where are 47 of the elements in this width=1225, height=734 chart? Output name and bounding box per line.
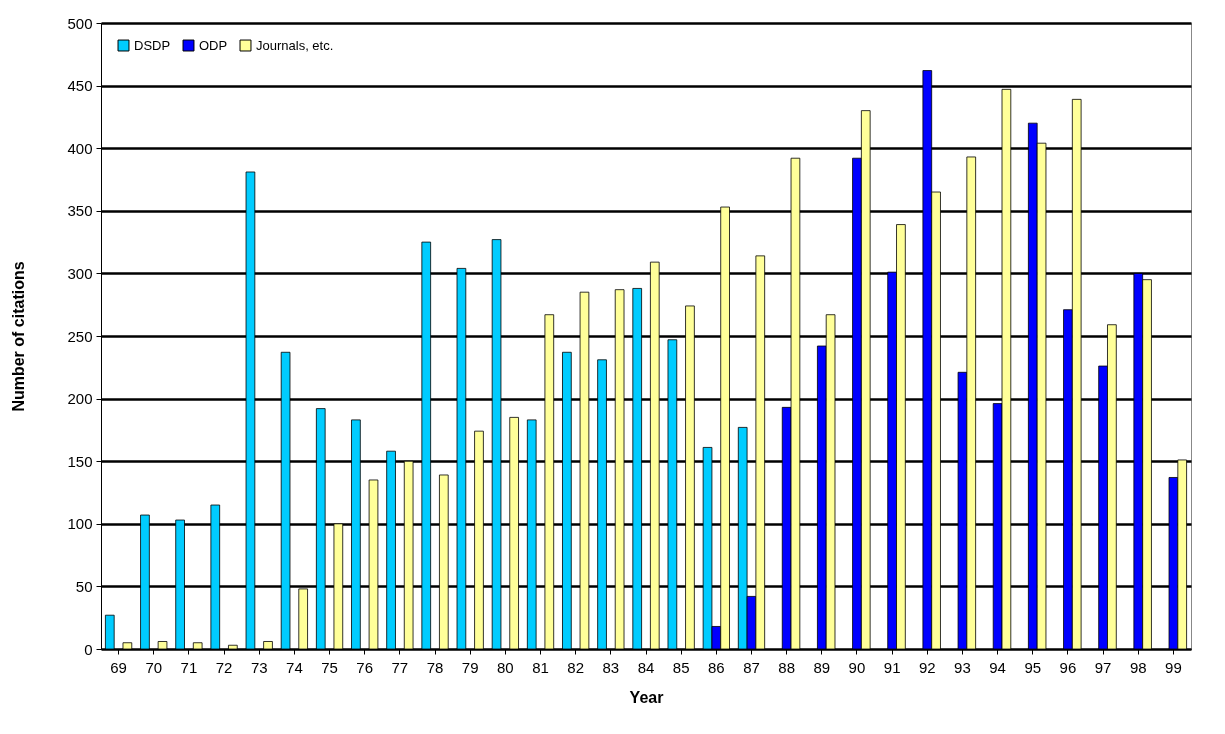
y-tick-label: 50 [75, 577, 93, 595]
y-axis-title: Number of citations [10, 261, 28, 412]
x-tick-label: 94 [989, 658, 1006, 676]
x-tick-label: 83 [602, 658, 620, 676]
x-tick-label: 86 [707, 658, 725, 676]
x-tick-label: 89 [813, 658, 831, 676]
x-tick-label: 76 [356, 658, 374, 676]
y-tick-label: 500 [67, 14, 93, 32]
y-tick-label: 200 [67, 390, 93, 408]
x-tick-label: 88 [778, 658, 795, 676]
x-tick-label: 69 [110, 658, 127, 676]
x-tick-label: 98 [1129, 658, 1147, 676]
x-axis-title: Year [629, 688, 664, 706]
x-tick-label: 91 [883, 658, 901, 676]
x-tick-label: 99 [1165, 658, 1182, 676]
legend-label: Journals, etc. [256, 37, 334, 53]
y-tick-label: 250 [67, 327, 93, 345]
x-tick-label: 93 [954, 658, 971, 676]
x-tick-label: 96 [1059, 658, 1077, 676]
x-tick-label: 97 [1094, 658, 1112, 676]
x-tick-label: 71 [180, 658, 198, 676]
x-tick-label: 95 [1024, 658, 1042, 676]
legend-label: DSDP [134, 37, 171, 53]
x-tick-label: 79 [461, 658, 479, 676]
x-tick-label: 84 [637, 658, 655, 676]
y-tick-label: 400 [67, 139, 93, 157]
x-tick-label: 85 [672, 658, 690, 676]
y-tick-label: 100 [67, 515, 93, 533]
x-tick-label: 70 [145, 658, 163, 676]
x-tick-label: 73 [250, 658, 268, 676]
y-tick-label: 0 [84, 640, 93, 658]
x-tick-label: 80 [497, 658, 514, 676]
y-tick-label: 150 [67, 452, 93, 470]
x-tick-label: 78 [426, 658, 444, 676]
x-tick-label: 92 [918, 658, 936, 676]
y-tick-label: 450 [67, 77, 93, 95]
x-tick-label: 72 [215, 658, 233, 676]
x-tick-label: 87 [743, 658, 760, 676]
x-tick-label: 74 [286, 658, 303, 676]
y-tick-label: 350 [67, 202, 93, 220]
x-tick-label: 81 [532, 658, 549, 676]
x-tick-label: 90 [848, 658, 866, 676]
x-tick-label: 77 [391, 658, 409, 676]
legend-label: ODP [199, 37, 228, 53]
x-tick-label: 82 [567, 658, 585, 676]
x-tick-label: 75 [321, 658, 338, 676]
y-tick-label: 300 [67, 264, 93, 282]
